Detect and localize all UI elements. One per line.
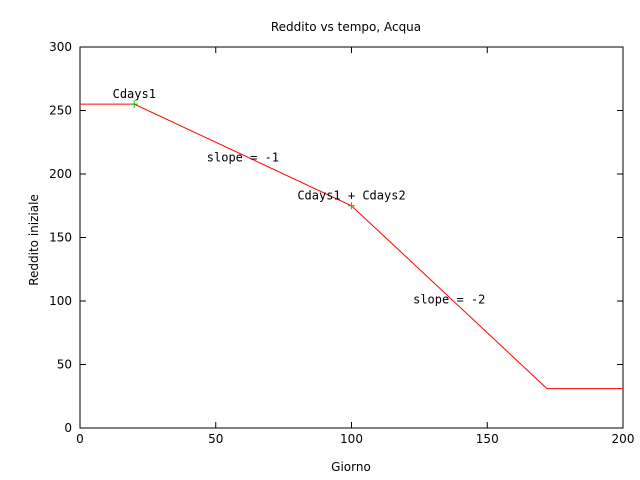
- y-tick-label: 250: [49, 104, 72, 118]
- x-axis-label: Giorno: [331, 460, 371, 474]
- y-tick-label: 50: [57, 358, 72, 372]
- marker-layer: [130, 100, 355, 210]
- series-layer: [80, 103, 623, 390]
- annotation-label: Cdays1: [113, 87, 156, 101]
- annotation-label: Cdays1 + Cdays2: [297, 189, 405, 203]
- chart-title: Reddito vs tempo, Acqua: [271, 20, 421, 34]
- x-tick-label: 200: [612, 432, 635, 446]
- y-tick-label: 0: [64, 421, 72, 435]
- annotation-label: slope = -1: [207, 150, 279, 164]
- x-tick-label: 100: [340, 432, 363, 446]
- point-marker: [348, 202, 355, 210]
- y-tick-label: 150: [49, 231, 72, 245]
- y-axis-label: Reddito iniziale: [27, 194, 41, 286]
- annotation-label: slope = -2: [413, 293, 485, 307]
- point-marker: [130, 100, 138, 108]
- series-line: [80, 103, 623, 390]
- axes: 0 50 100 150 200 0 50 100 150 200 250 300: [49, 40, 634, 446]
- x-tick-label: 150: [476, 432, 499, 446]
- x-tick-label: 50: [208, 432, 223, 446]
- y-tick-label: 100: [49, 294, 72, 308]
- annotation-layer: Cdays1 slope = -1 Cdays1 + Cdays2 slope = -…: [113, 87, 486, 307]
- y-tick-label: 200: [49, 167, 72, 181]
- y-tick-label: 300: [49, 40, 72, 54]
- x-tick-label: 0: [76, 432, 84, 446]
- plot-frame: [79, 46, 624, 429]
